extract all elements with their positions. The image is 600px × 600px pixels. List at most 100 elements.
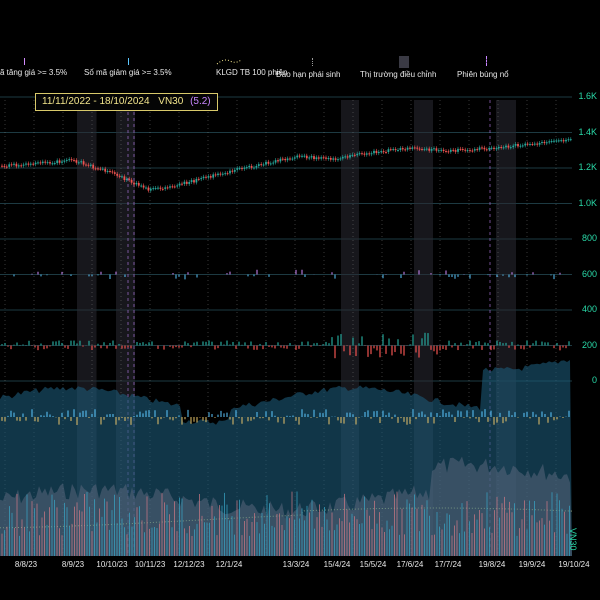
candle: [514, 144, 517, 146]
candle: [277, 160, 279, 162]
candle: [469, 150, 471, 152]
x-tick-label: 17/7/24: [434, 560, 462, 569]
candle: [147, 187, 150, 191]
candle: [284, 158, 287, 161]
candle: [128, 178, 131, 180]
candle: [303, 155, 306, 157]
candle: [70, 159, 73, 161]
candle: [399, 148, 402, 150]
candle: [533, 143, 536, 145]
x-tick-label: 12/1/24: [215, 560, 243, 569]
candle: [334, 158, 337, 160]
y-tick-label: 1.2K: [578, 162, 597, 172]
candle: [454, 150, 457, 152]
candle: [389, 149, 392, 151]
candle: [548, 141, 551, 143]
candle: [279, 158, 282, 162]
candle: [145, 187, 147, 189]
candle: [483, 147, 486, 150]
candle: [205, 176, 207, 178]
symbol-value: (5.2): [190, 96, 211, 107]
candle: [231, 170, 234, 172]
candle: [221, 173, 224, 175]
candle: [452, 149, 455, 151]
candle: [440, 149, 443, 151]
candle: [152, 188, 155, 190]
candle: [430, 149, 433, 151]
candle: [310, 156, 313, 158]
candle: [557, 140, 560, 142]
candle: [346, 156, 349, 158]
candle: [471, 150, 474, 152]
candle: [34, 162, 37, 165]
candle: [73, 159, 75, 161]
candle: [375, 150, 378, 154]
side-symbol-label: VN30: [568, 528, 578, 551]
candle: [113, 172, 116, 174]
candle: [409, 147, 411, 149]
candle: [298, 155, 301, 157]
candle: [567, 139, 570, 141]
candle: [543, 141, 546, 144]
candle: [250, 165, 253, 168]
candle: [169, 186, 171, 188]
candle: [253, 167, 255, 169]
candle: [233, 169, 236, 172]
candle: [565, 139, 567, 142]
candle: [536, 143, 539, 145]
candle: [190, 180, 193, 183]
x-tick-label: 8/8/23: [14, 560, 38, 569]
candle: [305, 155, 308, 159]
candle: [531, 143, 534, 145]
candle: [317, 157, 320, 159]
candle: [63, 160, 66, 162]
candle: [101, 168, 104, 170]
symbol-label: VN30: [158, 96, 184, 107]
candle: [209, 176, 212, 178]
candle: [118, 175, 121, 177]
candle: [545, 142, 548, 144]
candle: [267, 161, 270, 164]
candle: [109, 170, 111, 172]
candle: [562, 140, 565, 142]
candle: [176, 185, 179, 187]
candle: [296, 155, 299, 158]
candle: [505, 145, 507, 148]
candle: [502, 147, 505, 149]
chart-legend: ã tăng giá >= 3.5% Số mã giảm giá >= 3.5…: [0, 56, 600, 88]
x-tick-label: 13/3/24: [282, 560, 310, 569]
candle: [123, 176, 126, 181]
candle: [20, 165, 23, 167]
candle: [320, 157, 323, 159]
candle: [241, 168, 243, 170]
candle: [183, 181, 186, 185]
candle: [217, 173, 219, 176]
candle: [75, 160, 78, 163]
candle: [370, 153, 373, 155]
candle: [255, 165, 258, 168]
candle: [140, 185, 143, 187]
breadth-area: [0, 360, 572, 556]
legend-item-up: ã tăng giá >= 3.5%: [0, 68, 68, 77]
candle: [178, 183, 181, 186]
candle: [541, 141, 543, 143]
candle: [337, 159, 339, 161]
x-tick-label: 10/10/23: [96, 560, 128, 569]
candle: [181, 183, 183, 185]
candle: [257, 164, 260, 166]
candle: [497, 146, 500, 149]
candle: [394, 149, 397, 151]
candle: [5, 166, 8, 168]
candle: [380, 151, 383, 153]
candle: [92, 164, 95, 169]
candle: [339, 158, 342, 160]
candle: [315, 157, 318, 160]
y-tick-label: 0: [591, 375, 597, 385]
candle: [200, 178, 203, 180]
candle: [32, 163, 35, 165]
y-tick-label: 1.6K: [578, 91, 597, 101]
candle: [265, 161, 267, 165]
candle: [413, 147, 416, 149]
candle: [262, 164, 265, 166]
candle: [260, 164, 263, 166]
